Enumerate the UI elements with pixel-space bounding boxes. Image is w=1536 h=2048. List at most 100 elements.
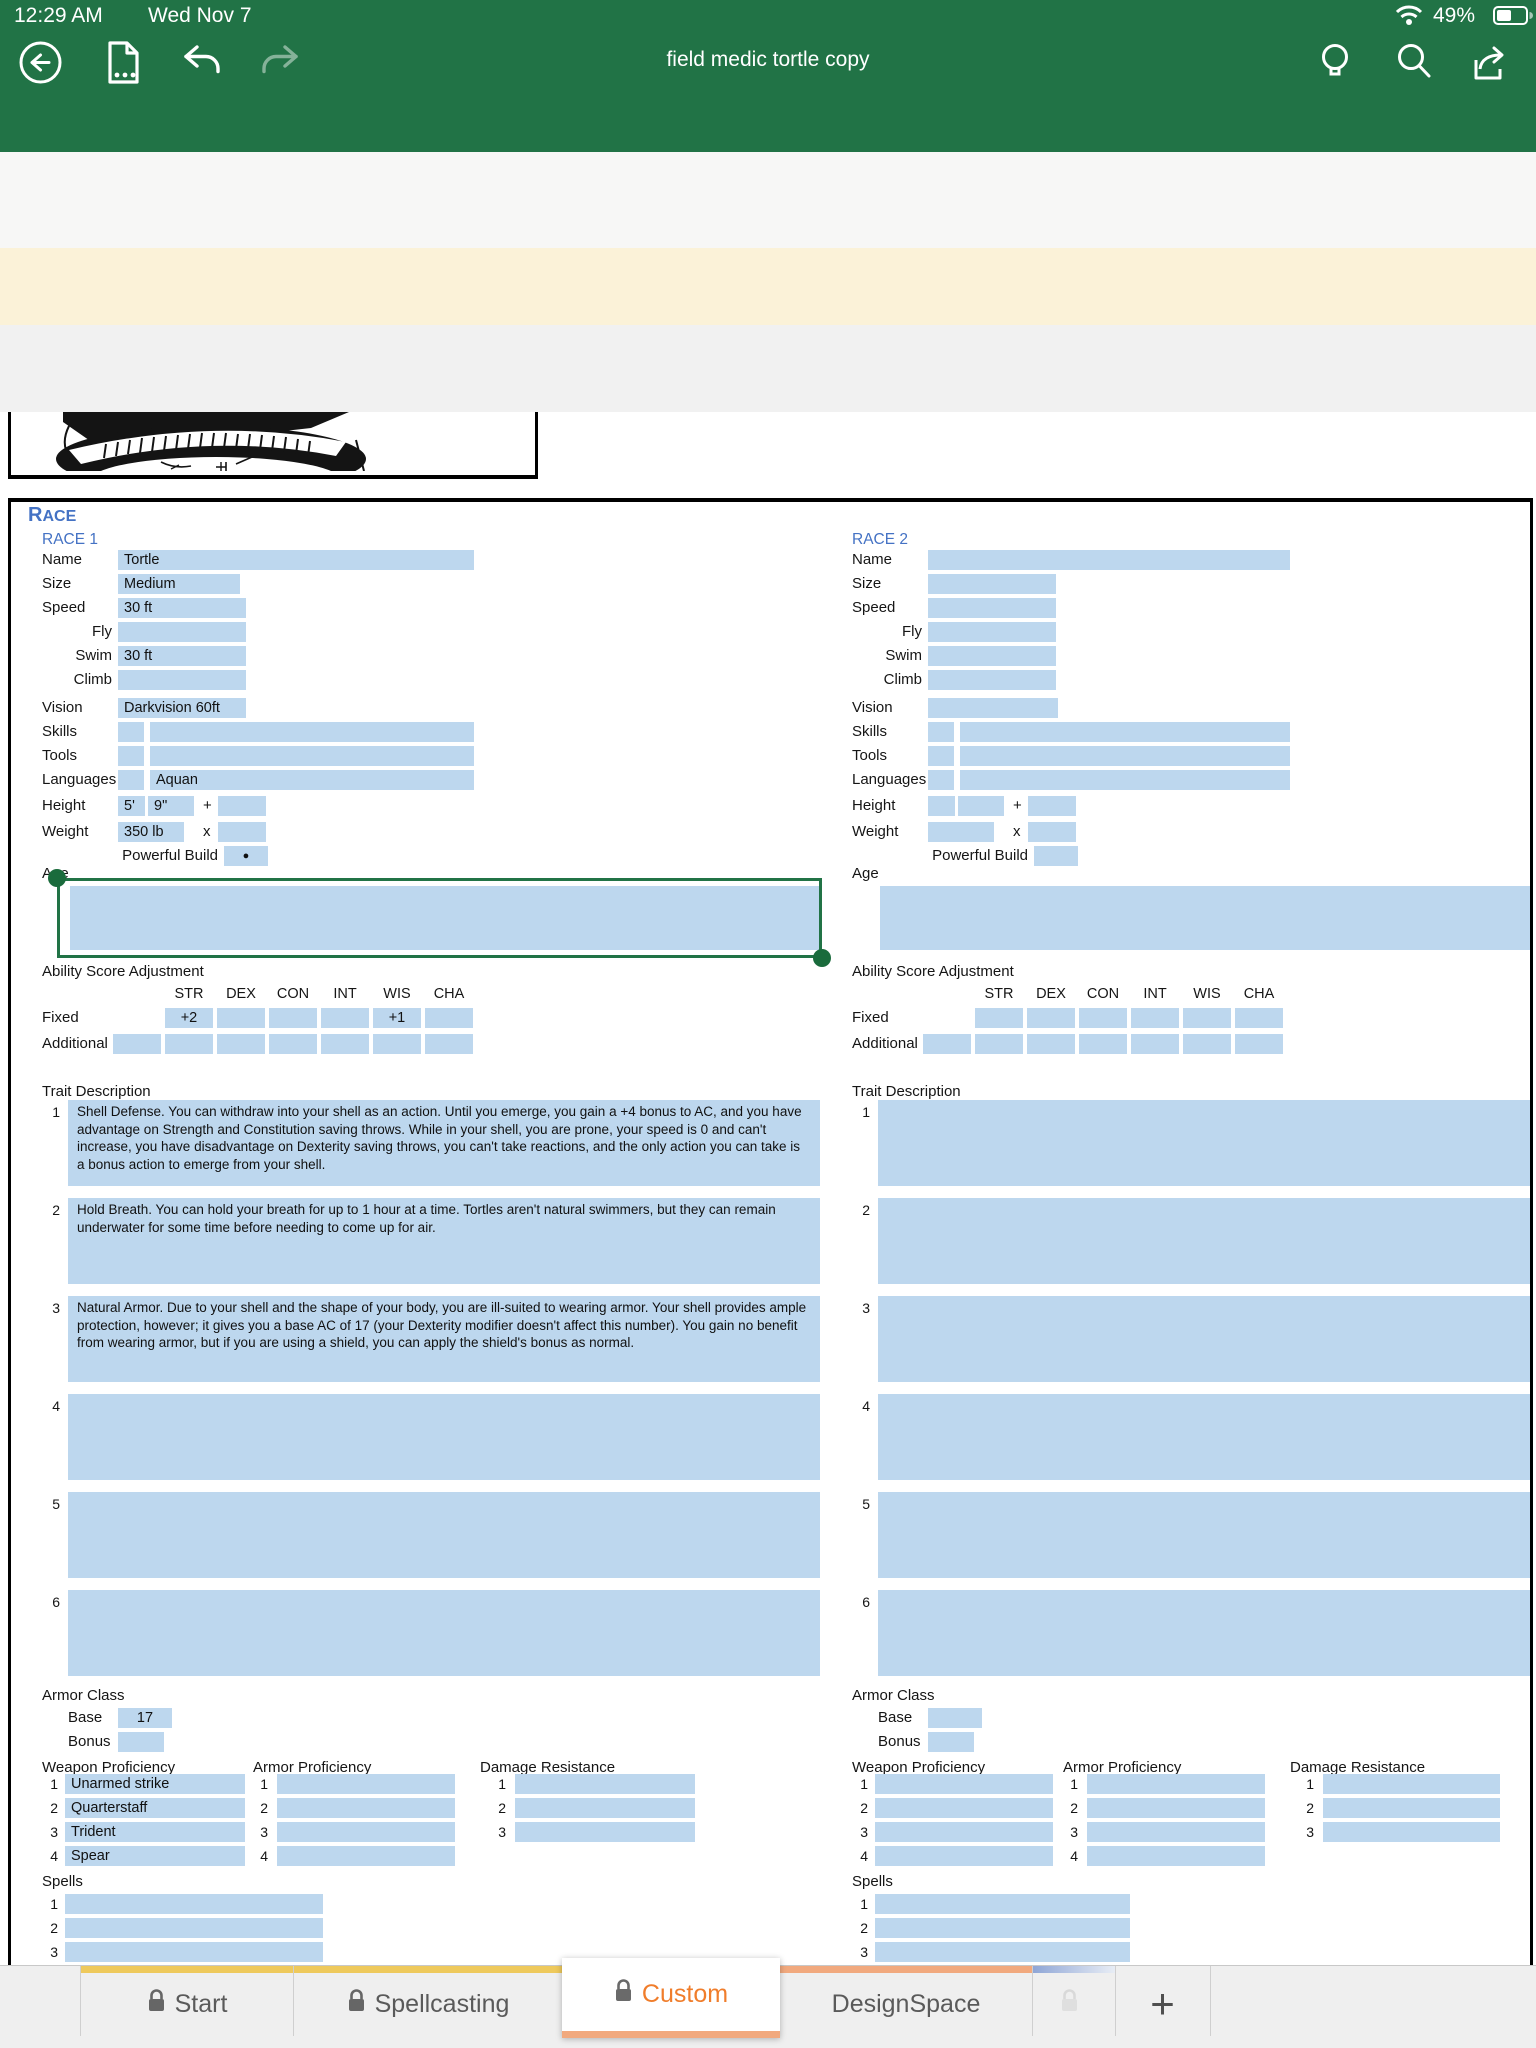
race1-speed-cell[interactable]: 30 ft (118, 598, 246, 618)
race1-trait-6-cell[interactable] (68, 1590, 820, 1676)
race2-trait-3-cell[interactable] (878, 1296, 1530, 1382)
race2-age-cell[interactable] (880, 886, 1530, 950)
race2-languages-cell[interactable] (960, 770, 1290, 790)
turtle-image-object[interactable] (8, 412, 538, 479)
race1-fixed-cha-cell[interactable] (425, 1008, 473, 1028)
race2-armor-2-cell[interactable] (1087, 1798, 1265, 1818)
race1-trait-5-cell[interactable] (68, 1492, 820, 1578)
race1-weapon-2-cell[interactable]: Quarterstaff (65, 1798, 245, 1818)
race2-weight-mod-cell[interactable] (1028, 822, 1076, 842)
selection-handle-top-left[interactable] (48, 869, 66, 887)
race2-spell-2-cell[interactable] (875, 1918, 1130, 1938)
race2-powerful-build-cell[interactable] (1034, 846, 1078, 866)
race2-climb-cell[interactable] (928, 670, 1056, 690)
race1-trait-3-cell[interactable]: Natural Armor. Due to your shell and the… (68, 1296, 820, 1382)
race1-spell-3-cell[interactable] (65, 1942, 323, 1962)
race1-fixed-int-cell[interactable] (321, 1008, 369, 1028)
race2-additional-str-cell[interactable] (975, 1034, 1023, 1054)
race2-damage-2-cell[interactable] (1323, 1798, 1500, 1818)
race1-height-inches-cell[interactable]: 9" (148, 796, 194, 816)
race1-climb-cell[interactable] (118, 670, 246, 690)
race1-spell-2-cell[interactable] (65, 1918, 323, 1938)
race2-tools-cell[interactable] (960, 746, 1290, 766)
spreadsheet-canvas[interactable]: Race RACE 1 Name Tortle Size Medium Spee… (0, 412, 1536, 1965)
race2-ac-bonus-cell[interactable] (928, 1732, 974, 1752)
race1-trait-1-cell[interactable]: Shell Defense. You can withdraw into you… (68, 1100, 820, 1186)
race2-vision-cell[interactable] (928, 698, 1058, 718)
search-icon[interactable] (1394, 42, 1434, 89)
race1-weight-mod-cell[interactable] (218, 822, 266, 842)
race1-tools-cell[interactable] (150, 746, 474, 766)
race1-size-cell[interactable]: Medium (118, 574, 240, 594)
sheet-tab-designspace[interactable]: DesignSpace (780, 1973, 1032, 2035)
race1-tools-mini-cell[interactable] (118, 746, 144, 766)
race2-weapon-4-cell[interactable] (875, 1846, 1053, 1866)
race2-armor-3-cell[interactable] (1087, 1822, 1265, 1842)
race1-armor-4-cell[interactable] (277, 1846, 455, 1866)
race1-fixed-wis-cell[interactable]: +1 (373, 1008, 421, 1028)
share-icon[interactable] (1470, 41, 1514, 90)
race1-weapon-1-cell[interactable]: Unarmed strike (65, 1774, 245, 1794)
race2-additional-wis-cell[interactable] (1183, 1034, 1231, 1054)
race2-height-inches-cell[interactable] (958, 796, 1004, 816)
race2-armor-4-cell[interactable] (1087, 1846, 1265, 1866)
race1-ac-bonus-cell[interactable] (118, 1732, 164, 1752)
undo-button[interactable] (182, 45, 224, 86)
race2-spell-1-cell[interactable] (875, 1894, 1130, 1914)
race1-languages-mini-cell[interactable] (118, 770, 144, 790)
race2-additional-con-cell[interactable] (1079, 1034, 1127, 1054)
race2-weight-cell[interactable] (928, 822, 994, 842)
race1-powerful-build-cell[interactable]: ● (224, 846, 268, 866)
race2-weapon-3-cell[interactable] (875, 1822, 1053, 1842)
race2-armor-1-cell[interactable] (1087, 1774, 1265, 1794)
race2-trait-1-cell[interactable] (878, 1100, 1530, 1186)
race1-weight-cell[interactable]: 350 lb (118, 822, 184, 842)
race2-weapon-1-cell[interactable] (875, 1774, 1053, 1794)
race2-spell-3-cell[interactable] (875, 1942, 1130, 1962)
cell-selection-border[interactable] (57, 878, 822, 958)
race2-additional-lead-cell[interactable] (923, 1034, 971, 1054)
file-actions-icon[interactable] (103, 40, 145, 90)
race1-vision-cell[interactable]: Darkvision 60ft (118, 698, 246, 718)
race1-damage-1-cell[interactable] (515, 1774, 695, 1794)
race1-skills-mini-cell[interactable] (118, 722, 144, 742)
race2-additional-int-cell[interactable] (1131, 1034, 1179, 1054)
race2-weapon-2-cell[interactable] (875, 1798, 1053, 1818)
race1-weapon-3-cell[interactable]: Trident (65, 1822, 245, 1842)
race2-trait-6-cell[interactable] (878, 1590, 1530, 1676)
race2-height-feet-cell[interactable] (928, 796, 955, 816)
race2-name-cell[interactable] (928, 550, 1290, 570)
race1-additional-dex-cell[interactable] (217, 1034, 265, 1054)
race2-languages-mini-cell[interactable] (928, 770, 954, 790)
race2-trait-4-cell[interactable] (878, 1394, 1530, 1480)
tell-me-lightbulb-icon[interactable] (1316, 42, 1354, 89)
race1-trait-2-cell[interactable]: Hold Breath. You can hold your breath fo… (68, 1198, 820, 1284)
race1-name-cell[interactable]: Tortle (118, 550, 474, 570)
race1-additional-con-cell[interactable] (269, 1034, 317, 1054)
race1-additional-str-cell[interactable] (165, 1034, 213, 1054)
back-button[interactable] (18, 40, 63, 90)
race2-skills-mini-cell[interactable] (928, 722, 954, 742)
race1-spell-1-cell[interactable] (65, 1894, 323, 1914)
selection-handle-bottom-right[interactable] (813, 949, 831, 967)
race2-fixed-cha-cell[interactable] (1235, 1008, 1283, 1028)
race1-armor-2-cell[interactable] (277, 1798, 455, 1818)
race2-fixed-str-cell[interactable] (975, 1008, 1023, 1028)
race2-additional-dex-cell[interactable] (1027, 1034, 1075, 1054)
race2-swim-cell[interactable] (928, 646, 1056, 666)
race1-additional-lead-cell[interactable] (113, 1034, 161, 1054)
race1-trait-4-cell[interactable] (68, 1394, 820, 1480)
race2-tools-mini-cell[interactable] (928, 746, 954, 766)
race2-fixed-con-cell[interactable] (1079, 1008, 1127, 1028)
race1-fixed-con-cell[interactable] (269, 1008, 317, 1028)
sheet-tab-spellcasting[interactable]: Spellcasting (294, 1973, 562, 2035)
race2-fly-cell[interactable] (928, 622, 1056, 642)
race2-fixed-dex-cell[interactable] (1027, 1008, 1075, 1028)
race1-armor-1-cell[interactable] (277, 1774, 455, 1794)
race2-fixed-wis-cell[interactable] (1183, 1008, 1231, 1028)
race2-damage-1-cell[interactable] (1323, 1774, 1500, 1794)
race2-height-mod-cell[interactable] (1028, 796, 1076, 816)
add-sheet-button[interactable]: + (1150, 1980, 1175, 2027)
race1-swim-cell[interactable]: 30 ft (118, 646, 246, 666)
sheet-tab-start[interactable]: Start (81, 1973, 293, 2035)
